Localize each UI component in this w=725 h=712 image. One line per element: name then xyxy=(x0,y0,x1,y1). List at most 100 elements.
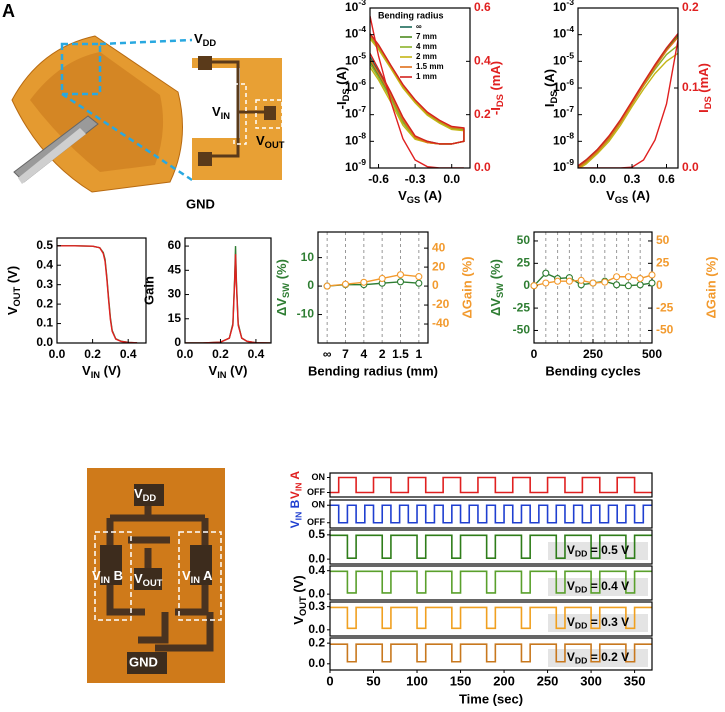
text-part: -3 xyxy=(358,0,366,7)
text-part: V xyxy=(134,486,143,501)
marker xyxy=(323,282,331,290)
y2-axis-label: -IDS (mA) xyxy=(488,61,505,115)
x-tick-label: 300 xyxy=(580,673,602,688)
y-tick-label: 25 xyxy=(517,256,531,270)
text-part: V xyxy=(606,188,615,203)
plot-area xyxy=(370,15,465,168)
text-part: -9 xyxy=(566,157,574,167)
x-axis-label: VIN (V) xyxy=(82,363,121,380)
label-vin-b: VIN B xyxy=(92,568,123,585)
text-part: = 0.5 V xyxy=(587,543,629,557)
text-part: OUT xyxy=(298,596,308,616)
annotation: VDD = 0.3 V xyxy=(567,615,629,631)
text-part: 10 xyxy=(345,134,359,148)
text-part: V xyxy=(567,543,575,557)
text-part: (A) xyxy=(628,188,650,203)
plot-frame xyxy=(369,7,471,169)
text-part: -6 xyxy=(566,77,574,87)
y2-tick-label: 0.2 xyxy=(682,0,699,14)
y-tick-label: 0.2 xyxy=(308,635,325,649)
marker xyxy=(415,279,423,287)
y-tick-label: 10-9 xyxy=(553,157,574,174)
text-part: A xyxy=(288,471,302,483)
plot-area xyxy=(330,606,652,632)
y-tick-label: 0.4 xyxy=(36,257,53,271)
text-part: V xyxy=(398,188,407,203)
y-tick-label: 0.0 xyxy=(308,551,325,565)
text-part: 10 xyxy=(345,0,359,14)
text-part: (A) xyxy=(542,69,557,91)
x-tick-label: 150 xyxy=(450,673,472,688)
signal-trace xyxy=(330,570,652,594)
marker xyxy=(554,277,562,285)
y2-tick-label: 40 xyxy=(432,240,446,254)
text-part: B xyxy=(110,568,123,583)
label-vin-a: VIN A xyxy=(182,568,213,585)
text-part: V xyxy=(134,571,143,586)
text-part: -6 xyxy=(358,77,366,87)
x-tick-label: 0 xyxy=(326,673,333,688)
text-part: (V) xyxy=(5,266,20,287)
highlight xyxy=(233,83,247,145)
x-tick-label: 0.0 xyxy=(49,347,66,361)
y-axis-label: VIN A xyxy=(288,471,304,500)
y2-tick-label: 0.4 xyxy=(474,54,491,68)
y2-tick-label: 20 xyxy=(432,259,446,273)
plot-frame xyxy=(329,601,653,637)
text-part: I xyxy=(542,104,557,108)
text-part: DS xyxy=(703,96,713,109)
y-tick-label: 0.1 xyxy=(36,316,53,330)
marker xyxy=(636,281,644,289)
text-part: (V) xyxy=(227,363,248,378)
label-vout: VOUT xyxy=(134,571,163,588)
x-tick-label: 0.0 xyxy=(589,172,606,186)
plot-frame xyxy=(329,565,653,601)
text-part: V xyxy=(182,568,191,583)
zoom-line xyxy=(61,92,193,182)
text-part: -7 xyxy=(566,104,574,114)
text-part: -5 xyxy=(566,51,574,61)
pad xyxy=(198,56,212,70)
series-line xyxy=(327,281,419,287)
y-tick-label: 10-3 xyxy=(345,0,366,14)
text-part: IN xyxy=(294,512,304,521)
label-vin: VIN xyxy=(212,104,230,121)
text-part: 10 xyxy=(553,0,567,14)
text-part: V xyxy=(567,579,575,593)
text-part: V xyxy=(567,650,575,664)
annotation: VDD = 0.4 V xyxy=(567,579,629,595)
plot-area xyxy=(578,33,678,168)
annotation: VDD = 0.5 V xyxy=(567,543,629,559)
text-part: (A) xyxy=(420,188,442,203)
text-part: OUT xyxy=(12,286,22,306)
zoom-line xyxy=(99,38,193,46)
text-part: IN xyxy=(217,370,227,380)
x-tick-label: 50 xyxy=(366,673,380,688)
pad xyxy=(127,652,167,674)
text-part: 10 xyxy=(553,80,567,94)
text-part: V xyxy=(567,615,575,629)
y-tick-label: 10-8 xyxy=(345,131,366,148)
y-axis-label: IDS (A) xyxy=(542,69,559,107)
x-tick-label: 0.4 xyxy=(120,347,137,361)
x-tick-label: -0.6 xyxy=(368,172,389,186)
text-part: 10 xyxy=(553,107,567,121)
highlight xyxy=(255,99,283,129)
y-tick-label: 45 xyxy=(168,262,182,276)
text-part: DS xyxy=(341,88,351,101)
x-tick-label: 200 xyxy=(493,673,515,688)
y-tick-label: 10-7 xyxy=(553,104,574,121)
text-part: V xyxy=(256,133,265,148)
text-part: 10 xyxy=(553,134,567,148)
x-tick-label: 0 xyxy=(531,347,538,361)
y-tick-label: 10-5 xyxy=(553,51,574,68)
text-part: DD xyxy=(575,585,587,595)
x-tick-label: 0.3 xyxy=(624,172,641,186)
text-part: -7 xyxy=(358,104,366,114)
x-tick-label: ∞ xyxy=(323,347,332,361)
text-part: -3 xyxy=(566,0,574,7)
text-part: B xyxy=(288,499,302,511)
x-tick-label: 350 xyxy=(624,673,646,688)
y-axis-label: VOUT (V) xyxy=(5,266,22,315)
